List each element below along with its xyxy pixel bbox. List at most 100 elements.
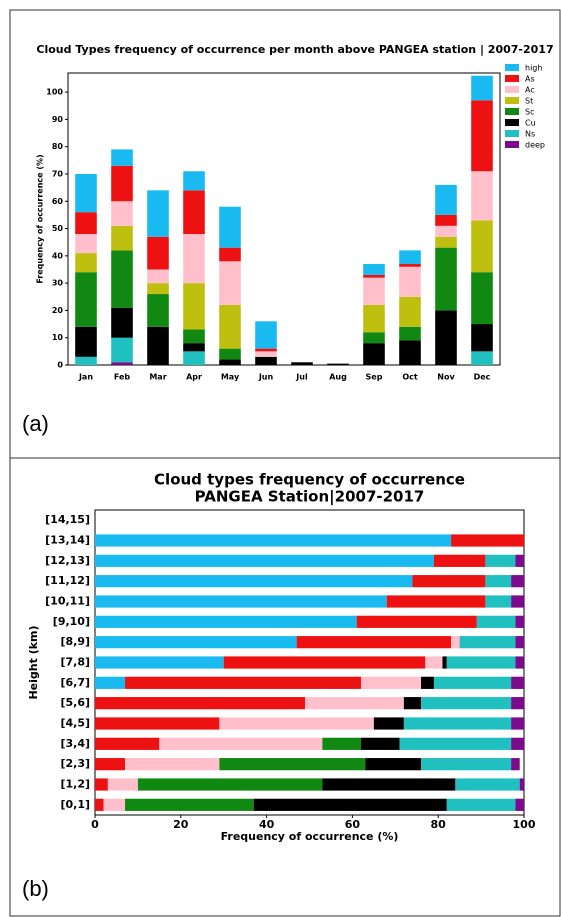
y-tick-label: [3,4] — [60, 737, 90, 750]
bar-segment — [305, 697, 404, 710]
bar-segment — [95, 615, 357, 628]
x-tick-label: 60 — [345, 818, 361, 831]
bar-segment — [363, 264, 385, 275]
legend-label: As — [525, 75, 535, 84]
bar-segment — [519, 778, 524, 791]
bar-segment — [147, 294, 169, 327]
bar-segment — [455, 778, 520, 791]
bar-segment — [219, 261, 241, 305]
bar-segment — [219, 758, 366, 771]
legend-swatch — [505, 119, 519, 126]
bar-segment — [435, 214, 457, 226]
bar-segment — [471, 272, 493, 325]
y-tick-label: 60 — [52, 197, 64, 206]
bar-segment — [451, 534, 524, 547]
x-tick-label: Aug — [329, 373, 347, 382]
bar-segment — [511, 676, 524, 689]
bar-segment — [485, 595, 512, 608]
bar-segment — [363, 343, 385, 365]
bar-segment — [253, 798, 447, 811]
bar-segment — [485, 554, 516, 567]
legend-swatch — [505, 86, 519, 93]
bar-segment — [356, 615, 477, 628]
bar-segment — [111, 250, 133, 308]
bar-segment — [515, 636, 524, 649]
panel-border — [9, 457, 561, 917]
bar-segment — [511, 575, 524, 588]
legend-label: Sc — [525, 108, 534, 117]
bar-segment — [421, 697, 512, 710]
bar-segment — [412, 575, 486, 588]
x-tick-label: Apr — [186, 373, 202, 382]
bar-segment — [111, 307, 133, 338]
bar-segment — [399, 737, 512, 750]
legend-swatch — [505, 130, 519, 137]
bar-segment — [75, 212, 97, 235]
panel-label: (a) — [22, 411, 49, 436]
bar-segment — [147, 236, 169, 270]
bar-segment — [111, 362, 133, 365]
legend-swatch — [505, 64, 519, 71]
bar-segment — [511, 595, 524, 608]
bar-segment — [95, 636, 297, 649]
bar-segment — [433, 554, 486, 567]
y-tick-label: [14,15] — [45, 513, 90, 526]
bar-segment — [425, 656, 443, 669]
bar-segment — [399, 326, 421, 341]
bar-segment — [95, 554, 434, 567]
bar-segment — [399, 340, 421, 365]
bar-segment — [360, 737, 400, 750]
bar-segment — [183, 234, 205, 284]
bar-segment — [111, 165, 133, 202]
x-tick-label: 100 — [513, 818, 536, 831]
x-tick-label: Mar — [149, 373, 166, 382]
bar-segment — [363, 277, 385, 305]
y-tick-label: [4,5] — [60, 717, 90, 730]
bar-segment — [363, 274, 385, 278]
x-axis-label: Frequency of occurrence (%) — [221, 830, 399, 843]
bar-segment — [435, 184, 457, 215]
y-tick-label: 50 — [52, 224, 64, 233]
x-tick-label: 80 — [431, 818, 447, 831]
bar-segment — [95, 534, 452, 547]
bar-segment — [95, 697, 306, 710]
x-tick-label: Feb — [114, 373, 131, 382]
chart-subtitle: PANGEA Station|2007-2017 — [195, 488, 425, 507]
bar-segment — [471, 100, 493, 172]
bar-segment — [75, 173, 97, 213]
y-tick-label: [1,2] — [60, 778, 90, 791]
bar-segment — [403, 697, 422, 710]
bar-segment — [183, 171, 205, 191]
x-tick-label: Jun — [258, 373, 274, 382]
bar-segment — [183, 190, 205, 235]
bar-segment — [322, 778, 456, 791]
bar-segment — [471, 324, 493, 352]
bar-segment — [327, 363, 349, 365]
bar-segment — [107, 778, 138, 791]
bar-segment — [125, 676, 361, 689]
bar-segment — [386, 595, 486, 608]
bar-segment — [446, 798, 516, 811]
panel-label: (b) — [22, 876, 49, 901]
bar-segment — [403, 717, 512, 730]
y-tick-label: 20 — [52, 306, 64, 315]
bar-segment — [365, 758, 422, 771]
bar-segment — [476, 615, 516, 628]
bar-segment — [219, 359, 241, 365]
bar-segment — [75, 234, 97, 254]
x-tick-label: Oct — [402, 373, 418, 382]
chart-title: Cloud types frequency of occurrence — [154, 471, 465, 489]
bar-segment — [219, 247, 241, 262]
bar-segment — [399, 296, 421, 327]
x-tick-label: Jul — [295, 373, 308, 382]
bar-segment — [75, 253, 97, 273]
y-tick-label: [5,6] — [60, 696, 90, 709]
bar-segment — [137, 778, 323, 791]
bar-segment — [147, 326, 169, 365]
bar-segment — [471, 220, 493, 273]
bar-segment — [95, 656, 224, 669]
bar-segment — [399, 250, 421, 265]
bar-segment — [183, 283, 205, 330]
legend-label: Cu — [525, 119, 536, 128]
